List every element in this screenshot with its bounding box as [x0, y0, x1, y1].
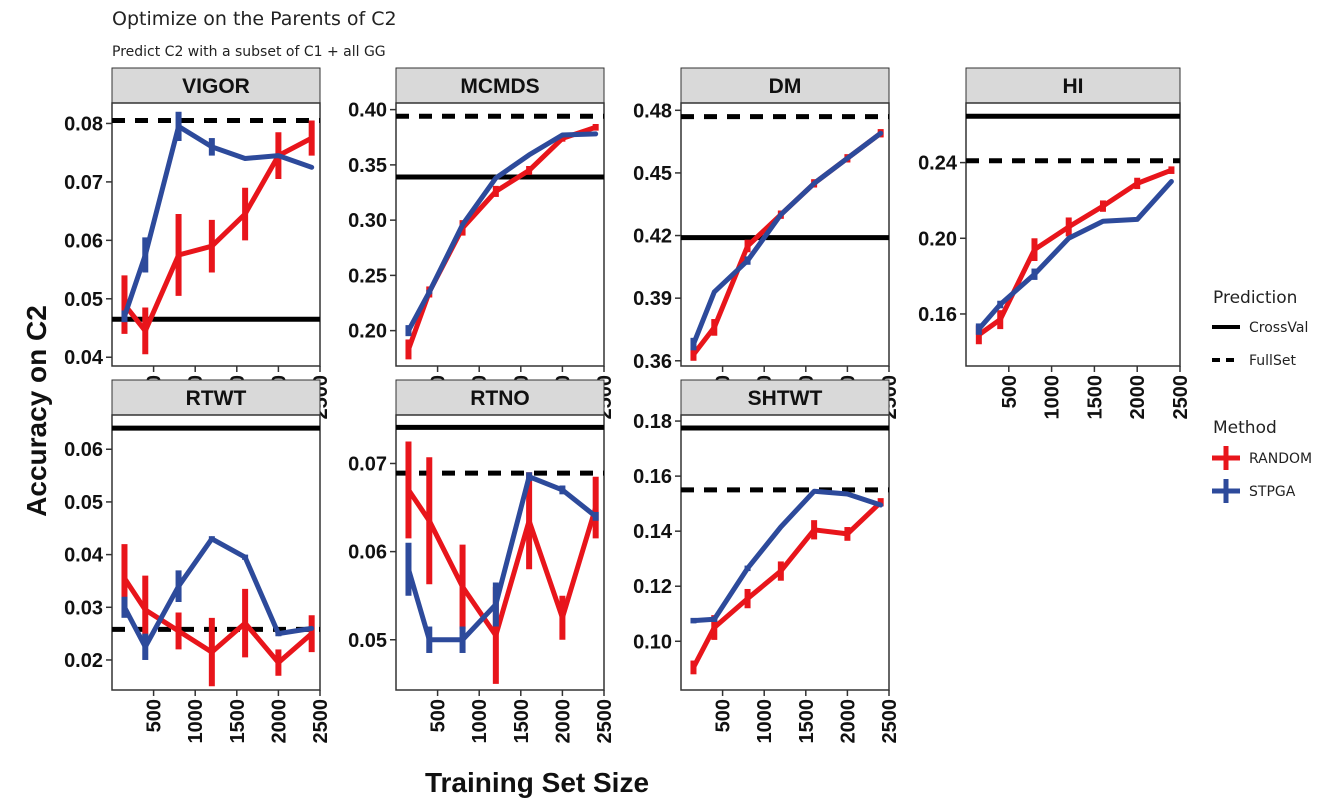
y-tick-label-hi: 0.20	[918, 228, 957, 250]
strip-mcmds	[395, 67, 605, 104]
legend-method-title: Method	[1213, 418, 1277, 438]
x-tick-label-shtwt: 1000	[754, 699, 776, 744]
x-tick-label-hi: 1000	[1042, 375, 1064, 420]
y-tick-label-vigor: 0.04	[64, 347, 104, 369]
panel-shtwt: SHTWT 0.10 0.12 0.14 0.16 0.18 500 1000 1500 2000…	[633, 379, 901, 744]
x-tick-label-rtno: 1000	[469, 699, 491, 744]
x-tick-label-hi: 2500	[1170, 375, 1192, 420]
y-tick-label-mcmds: 0.30	[348, 210, 387, 232]
legend-fullset-label: FullSet	[1249, 353, 1296, 369]
panel-rtwt: RTWT 0.02 0.03 0.04 0.05 0.06 500 1000 1500 2000 2…	[64, 379, 332, 744]
strip-shtwt	[680, 379, 890, 416]
x-tick-label-rtwt: 2000	[268, 699, 290, 744]
x-tick-label-hi: 2000	[1127, 375, 1149, 420]
legend-stpga-label: STPGA	[1249, 484, 1296, 500]
y-tick-label-rtno: 0.05	[348, 630, 387, 652]
y-tick-label-vigor: 0.05	[64, 289, 103, 311]
x-tick-label-rtno: 2500	[594, 699, 616, 744]
y-tick-label-dm: 0.42	[633, 226, 672, 248]
strip-label-vigor: VIGOR	[182, 75, 250, 98]
y-tick-label-mcmds: 0.25	[348, 265, 387, 287]
y-tick-label-vigor: 0.08	[64, 113, 103, 135]
y-tick-label-shtwt: 0.16	[633, 466, 672, 488]
strip-label-shtwt: SHTWT	[748, 387, 823, 410]
panel-hi: HI 0.16 0.20 0.24 500 1000 1500 2000 2500	[918, 67, 1192, 420]
plot-area-shtwt	[680, 414, 890, 691]
panel-dm: DM0.360.390.420.450.48500100015002000250…	[633, 67, 901, 420]
x-tick-label-rtwt: 1000	[185, 699, 207, 744]
x-tick-label-rtno: 500	[428, 699, 450, 732]
y-tick-label-rtwt: 0.06	[64, 439, 103, 461]
x-tick-label-hi: 500	[999, 375, 1021, 408]
y-axis-title: Accuracy on C2	[21, 305, 52, 517]
x-axis-title: Training Set Size	[425, 767, 649, 798]
strip-label-mcmds: MCMDS	[460, 75, 539, 98]
strip-label-hi: HI	[1063, 75, 1084, 98]
figure-subtitle: Predict C2 with a subset of C1 + all GG	[112, 44, 386, 60]
facet-panels: VIGOR 0.04 0.05 0.06 0.07 0.08 500 1000 1500 2000…	[64, 67, 1192, 744]
strip-label-dm: DM	[769, 75, 802, 98]
x-tick-label-shtwt: 500	[713, 699, 735, 732]
x-tick-label-rtwt: 500	[144, 699, 166, 732]
y-tick-label-rtno: 0.07	[348, 453, 387, 475]
strip-label-rtwt: RTWT	[186, 387, 247, 410]
strip-label-rtno: RTNO	[470, 387, 530, 410]
y-tick-label-shtwt: 0.10	[633, 631, 672, 653]
x-tick-label-shtwt: 2500	[879, 699, 901, 744]
y-tick-label-rtwt: 0.05	[64, 492, 103, 514]
x-tick-label-rtwt: 2500	[310, 699, 332, 744]
y-tick-label-dm: 0.45	[633, 163, 672, 185]
legend-crossval-label: CrossVal	[1249, 320, 1308, 336]
strip-dm	[680, 67, 890, 104]
y-tick-label-rtwt: 0.04	[64, 545, 104, 567]
y-tick-label-vigor: 0.07	[64, 172, 103, 194]
panel-mcmds: MCMDS0.200.250.300.350.40500100015002000…	[348, 67, 616, 420]
panel-vigor: VIGOR0.040.050.060.070.08500100015002000…	[64, 67, 332, 420]
y-tick-label-hi: 0.24	[918, 153, 958, 175]
y-tick-label-mcmds: 0.20	[348, 321, 387, 343]
legend-prediction-title: Prediction	[1213, 288, 1297, 308]
y-tick-label-dm: 0.48	[633, 100, 672, 122]
x-tick-label-rtwt: 1500	[227, 699, 249, 744]
panel-rtno: RTNO 0.05 0.06 0.07 500 1000 1500 2000 2500	[348, 379, 616, 744]
x-tick-label-rtno: 1500	[511, 699, 533, 744]
y-tick-label-rtno: 0.06	[348, 542, 387, 564]
x-tick-label-shtwt: 2000	[837, 699, 859, 744]
figure-title: Optimize on the Parents of C2	[112, 8, 397, 30]
legend: Prediction CrossVal FullSet Method RANDO…	[1212, 288, 1312, 503]
y-tick-label-rtwt: 0.03	[64, 597, 103, 619]
x-tick-label-shtwt: 1500	[796, 699, 818, 744]
y-tick-label-hi: 0.16	[918, 304, 957, 326]
plot-area-mcmds	[395, 102, 605, 367]
y-tick-label-rtwt: 0.02	[64, 650, 103, 672]
strip-vigor	[111, 67, 321, 104]
x-tick-label-rtno: 2000	[552, 699, 574, 744]
y-tick-label-dm: 0.39	[633, 288, 672, 310]
y-tick-label-dm: 0.36	[633, 351, 672, 373]
y-tick-label-shtwt: 0.18	[633, 411, 672, 433]
y-tick-label-shtwt: 0.14	[633, 521, 673, 543]
y-tick-label-shtwt: 0.12	[633, 576, 672, 598]
y-tick-label-mcmds: 0.35	[348, 155, 387, 177]
y-tick-label-mcmds: 0.40	[348, 100, 387, 122]
strip-hi	[965, 67, 1181, 104]
strip-rtwt	[111, 379, 321, 416]
y-tick-label-vigor: 0.06	[64, 230, 103, 252]
legend-random-label: RANDOM	[1249, 451, 1312, 467]
series-line-stpga-dm	[691, 130, 884, 347]
x-tick-label-hi: 1500	[1084, 375, 1106, 420]
